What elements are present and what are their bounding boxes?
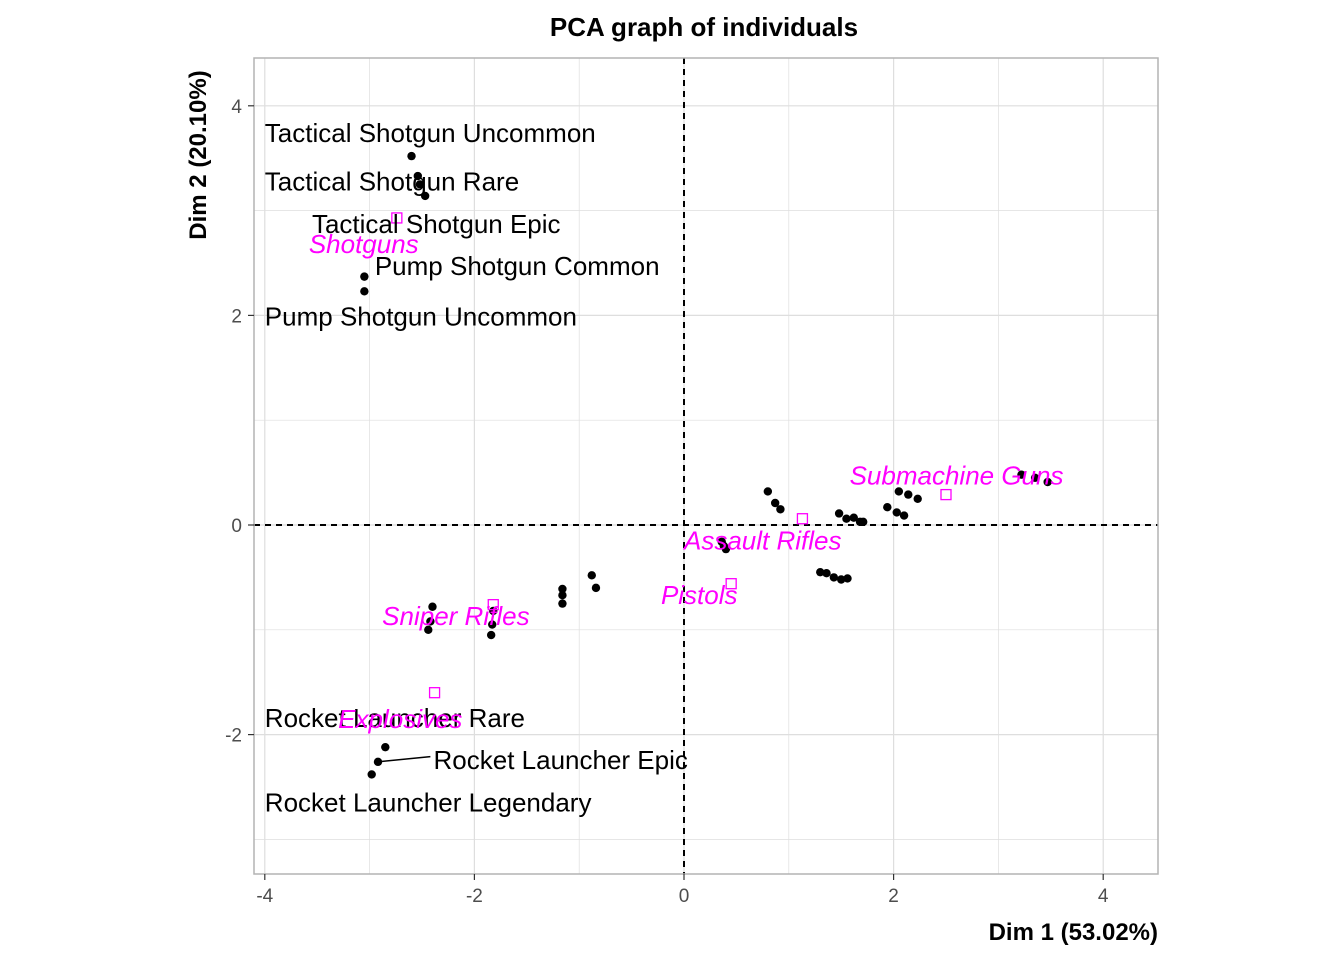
individual-point bbox=[721, 544, 731, 554]
panel-border bbox=[253, 57, 1159, 875]
individual-label: Tactical Shotgun Uncommon bbox=[265, 118, 596, 148]
x-tick-label: 0 bbox=[679, 886, 690, 907]
individual-point bbox=[558, 599, 567, 608]
category-marker bbox=[428, 687, 441, 699]
individual-point bbox=[486, 630, 496, 640]
category-label: Assault Rifles bbox=[682, 526, 842, 556]
individual-point bbox=[367, 770, 376, 779]
individual-point bbox=[770, 498, 780, 508]
category-marker bbox=[725, 578, 737, 590]
individual-point bbox=[381, 742, 390, 752]
category-markers bbox=[391, 212, 952, 699]
individual-label: Rocket Launcher Rare bbox=[265, 703, 525, 733]
individual-point bbox=[763, 487, 773, 496]
individual-point bbox=[837, 575, 846, 584]
individual-point bbox=[420, 191, 430, 201]
individual-points bbox=[360, 151, 1052, 779]
category-label: Submachine Guns bbox=[850, 461, 1064, 491]
individual-labels: Tactical Shotgun Uncommon Tactical Shotgu… bbox=[265, 118, 688, 818]
category-label: Shotguns bbox=[309, 229, 419, 259]
category-label: Pistols bbox=[661, 580, 738, 610]
individual-label: Pump Shotgun Uncommon bbox=[265, 301, 577, 331]
x-tick-label: 4 bbox=[1098, 886, 1109, 907]
x-tick-label: 2 bbox=[888, 886, 899, 907]
individual-label: Rocket Launcher Legendary bbox=[265, 788, 592, 818]
individual-point bbox=[883, 502, 892, 512]
reference-lines bbox=[254, 58, 1158, 874]
individual-point bbox=[587, 571, 596, 580]
category-label: Explosives bbox=[338, 704, 462, 734]
tick-labels: -4 -2 0 2 4 -2 0 2 4 bbox=[225, 97, 1109, 907]
individual-point bbox=[360, 287, 369, 296]
x-tick-label: -2 bbox=[466, 886, 483, 907]
y-tick-label: 0 bbox=[231, 516, 242, 537]
individual-label: Tactical Shotgun Epic bbox=[312, 209, 561, 239]
y-tick-label: 4 bbox=[231, 97, 242, 118]
individual-point bbox=[488, 620, 497, 629]
individual-point bbox=[428, 602, 437, 611]
category-marker bbox=[487, 598, 499, 611]
individual-point bbox=[413, 171, 423, 181]
individual-point bbox=[899, 511, 909, 520]
individual-point bbox=[407, 151, 416, 161]
individual-point bbox=[849, 513, 858, 522]
category-label: Sniper Rifles bbox=[382, 601, 529, 631]
axis-ticks bbox=[248, 105, 1104, 880]
individual-point bbox=[904, 490, 913, 499]
individual-point bbox=[1043, 477, 1052, 487]
individual-point bbox=[834, 509, 844, 518]
y-tick-label: 2 bbox=[231, 306, 242, 327]
chart-title: PCA graph of individuals bbox=[550, 12, 858, 42]
individual-label: Pump Shotgun Common bbox=[375, 251, 660, 281]
individual-point bbox=[822, 569, 831, 578]
individual-point bbox=[859, 517, 868, 527]
individual-point bbox=[489, 606, 498, 616]
individual-point bbox=[829, 573, 839, 582]
y-tick-label: -2 bbox=[225, 726, 242, 747]
individual-point bbox=[426, 617, 435, 626]
individual-point bbox=[894, 487, 904, 496]
individual-label: Tactical Shotgun Rare bbox=[265, 166, 519, 196]
x-tick-label: -4 bbox=[256, 886, 273, 907]
y-axis-title: Dim 2 (20.10%) bbox=[185, 70, 212, 239]
individual-point bbox=[558, 591, 567, 600]
category-marker bbox=[940, 488, 952, 501]
individual-point bbox=[776, 505, 785, 514]
category-marker bbox=[391, 212, 403, 224]
individual-point bbox=[816, 567, 825, 577]
individual-point bbox=[842, 514, 851, 523]
individual-point bbox=[558, 584, 567, 594]
individual-point bbox=[591, 583, 601, 593]
individual-point bbox=[892, 508, 901, 517]
leader-line bbox=[377, 755, 431, 763]
individual-label: Rocket Launcher Epic bbox=[434, 745, 688, 775]
individual-point bbox=[843, 574, 852, 583]
individual-point bbox=[415, 180, 425, 189]
individual-point bbox=[1030, 473, 1040, 483]
individual-point bbox=[360, 272, 369, 281]
individual-point bbox=[373, 757, 383, 767]
x-axis-title: Dim 1 (53.02%) bbox=[989, 919, 1158, 946]
leader-lines bbox=[377, 755, 431, 763]
individual-point bbox=[913, 494, 922, 503]
individual-point bbox=[1017, 470, 1026, 479]
individual-point bbox=[424, 625, 433, 634]
category-marker bbox=[796, 513, 809, 525]
category-labels: Shotguns Sniper Rifles Explosives Pistols As… bbox=[309, 229, 1064, 734]
